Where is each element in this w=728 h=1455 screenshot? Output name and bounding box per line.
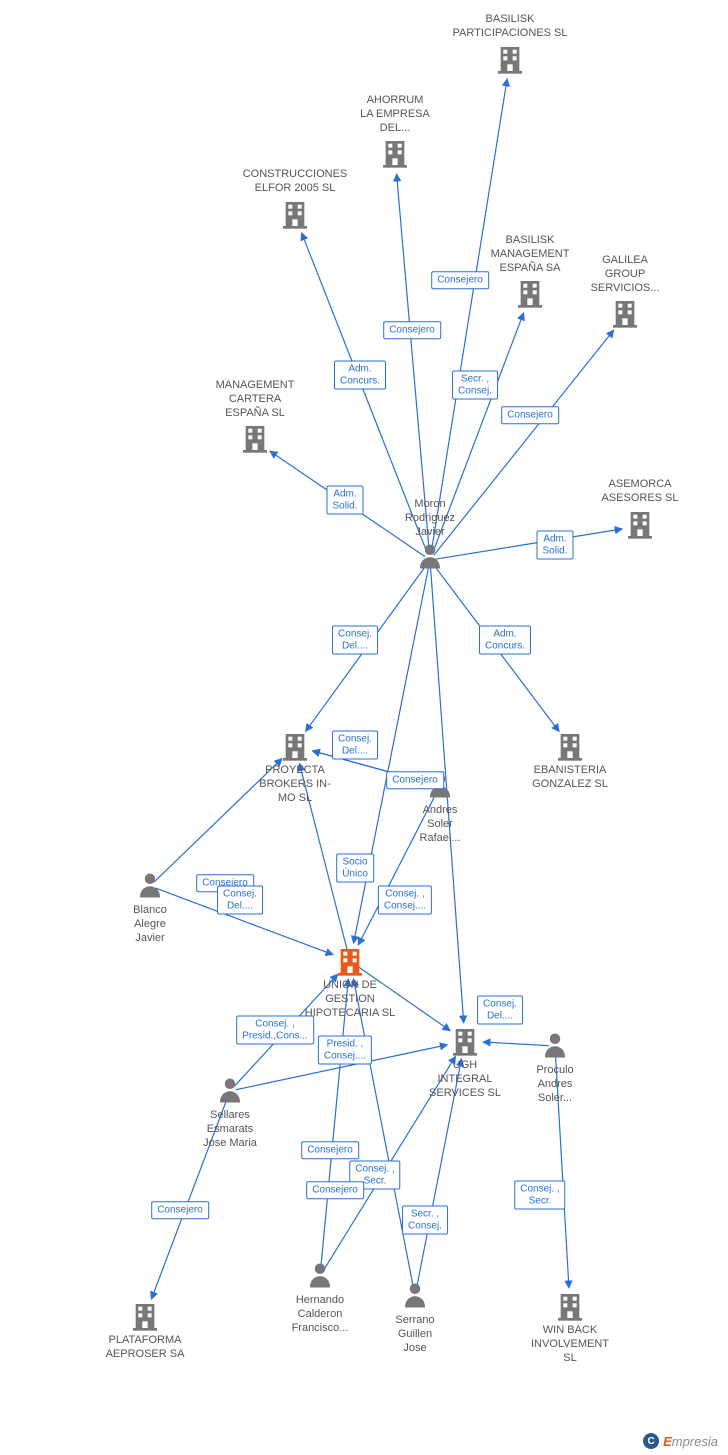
person-icon [134,870,166,902]
watermark-badge: C [643,1433,659,1449]
edge-label: Consejero [151,1201,209,1219]
edge-label: Presid. ,Consej.... [318,1036,372,1065]
edge-label: Consejero [301,1141,359,1159]
person-icon [304,1260,336,1292]
edge-label: Consejero [431,271,489,289]
person-icon [414,541,446,573]
person-icon [214,1075,246,1107]
node-plataforma[interactable]: PLATAFORMA AEPROSER SA [85,1300,205,1362]
edge-label: Consejero [501,406,559,424]
building-icon [494,43,526,75]
edge-label: Adm.Solid. [326,486,363,515]
edge-label: Adm.Concurs. [334,361,386,390]
node-label: BASILISK PARTICIPACIONES SL [450,13,570,41]
edge-label: Consej.Del.... [217,886,263,915]
node-winback[interactable]: WIN BACK INVOLVEMENT SL [510,1290,630,1365]
building-icon [554,1290,586,1322]
node-label: Blanco Alegre Javier [90,904,210,945]
edge-label: Secr. ,Consej. [452,371,498,400]
node-sellares[interactable]: Sellares Esmarats Jose Maria [170,1075,290,1150]
edge [397,174,430,554]
edge-label: Adm.Solid. [536,531,573,560]
building-icon [334,945,366,977]
edge-label: Adm.Concurs. [479,626,531,655]
node-label: Proculo Andres Soler... [495,1064,615,1105]
node-label: MANAGEMENT CARTERA ESPAÑA SL [195,379,315,420]
watermark-text: Empresia [663,1434,718,1449]
node-ebanisteria[interactable]: EBANISTERIA GONZALEZ SL [510,730,630,792]
building-icon [554,730,586,762]
node-label: Moron Rodriguez Javier [370,498,490,539]
node-galilea[interactable]: GALILEA GROUP SERVICIOS... [565,254,685,329]
building-icon [279,198,311,230]
node-label: Serrano Guillen Jose [355,1314,475,1355]
building-icon [279,730,311,762]
person-icon [539,1030,571,1062]
node-serrano[interactable]: Serrano Guillen Jose [355,1280,475,1355]
edges-layer [0,0,728,1455]
edge-label: Consej. ,Secr. [514,1181,565,1210]
node-moron[interactable]: Moron Rodriguez Javier [370,498,490,573]
network-diagram: BASILISK PARTICIPACIONES SL AHORRUM LA E… [0,0,728,1455]
edge-label: Consej. ,Consej.... [378,886,432,915]
edge-label: Consejero [383,321,441,339]
edge [321,979,349,1270]
node-label: Andres Soler Rafael... [380,804,500,845]
building-icon [514,277,546,309]
node-proculo[interactable]: Proculo Andres Soler... [495,1030,615,1105]
edge-label: Secr. ,Consej. [402,1206,448,1235]
node-label: CONSTRUCCIONES ELFOR 2005 SL [235,168,355,196]
building-icon [379,137,411,169]
node-asemorca[interactable]: ASEMORCA ASESORES SL [580,478,700,540]
node-construcciones[interactable]: CONSTRUCCIONES ELFOR 2005 SL [235,168,355,230]
node-label: Sellares Esmarats Jose Maria [170,1109,290,1150]
node-ahorrum[interactable]: AHORRUM LA EMPRESA DEL... [335,94,455,169]
node-label: EBANISTERIA GONZALEZ SL [510,764,630,792]
building-icon [129,1300,161,1332]
node-blanco[interactable]: Blanco Alegre Javier [90,870,210,945]
node-label: PLATAFORMA AEPROSER SA [85,1334,205,1362]
edge-label: Consej.Del.... [332,731,378,760]
building-icon [239,422,271,454]
node-label: UNION DE GESTION HIPOTECARIA SL [290,979,410,1020]
edge-label: Consej.Del.... [477,996,523,1025]
edge-label: Consejero [386,771,444,789]
person-icon [399,1280,431,1312]
node-union[interactable]: UNION DE GESTION HIPOTECARIA SL [290,945,410,1020]
node-label: PROYECTA BROKERS IN- MO SL [235,764,355,805]
node-label: WIN BACK INVOLVEMENT SL [510,1324,630,1365]
edge-label: Consej. ,Presid.,Cons... [236,1016,314,1045]
building-icon [449,1025,481,1057]
edge-label: Consejero [306,1181,364,1199]
building-icon [624,508,656,540]
node-label: ASEMORCA ASESORES SL [580,478,700,506]
building-icon [609,297,641,329]
node-mgmt_cartera[interactable]: MANAGEMENT CARTERA ESPAÑA SL [195,379,315,454]
edge-label: SocioÙnico [336,854,374,883]
node-basilisk_part[interactable]: BASILISK PARTICIPACIONES SL [450,13,570,75]
watermark: C Empresia [643,1433,718,1449]
edge-label: Consej.Del.... [332,626,378,655]
node-label: AHORRUM LA EMPRESA DEL... [335,94,455,135]
node-label: GALILEA GROUP SERVICIOS... [565,254,685,295]
